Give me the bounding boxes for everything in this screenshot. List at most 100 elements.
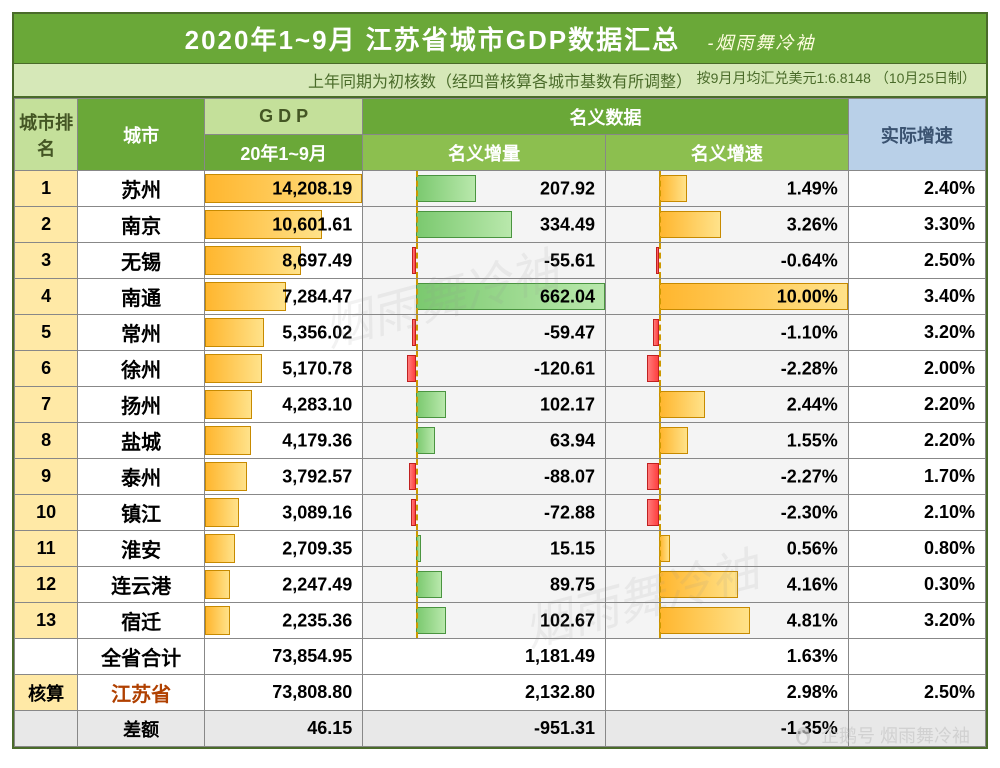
real-cell: 3.20% xyxy=(848,603,985,639)
rate-value: -0.64% xyxy=(781,250,838,271)
diff-inc: -951.31 xyxy=(363,711,606,747)
center-line xyxy=(416,243,418,278)
real-cell: 3.20% xyxy=(848,315,985,351)
rate-cell: -2.28% xyxy=(606,351,849,387)
rate-value: 2.44% xyxy=(787,394,838,415)
rank-cell: 11 xyxy=(15,531,78,567)
inc-bar-pos xyxy=(416,427,434,454)
prov-label: 江苏省 xyxy=(78,675,205,711)
inc-cell: -55.61 xyxy=(363,243,606,279)
gdp-cell: 10,601.61 xyxy=(204,207,362,243)
center-line xyxy=(416,315,418,350)
rate-bar-neg xyxy=(647,355,659,382)
inc-value: 662.04 xyxy=(540,286,595,307)
center-line xyxy=(416,603,418,638)
real-cell: 2.00% xyxy=(848,351,985,387)
rate-value: -2.27% xyxy=(781,466,838,487)
center-line xyxy=(659,531,661,566)
center-line xyxy=(416,459,418,494)
rate-value: 0.56% xyxy=(787,538,838,559)
center-line xyxy=(416,495,418,530)
inc-cell: 102.67 xyxy=(363,603,606,639)
city-cell: 苏州 xyxy=(78,171,205,207)
real-cell: 2.40% xyxy=(848,171,985,207)
hdr-real: 实际增速 xyxy=(848,99,985,171)
gdp-value: 2,247.49 xyxy=(282,574,352,595)
note-right: 按9月月均汇兑美元1:6.8148 （10月25日制） xyxy=(697,68,976,88)
footer-brand: 企鹅号 烟雨舞冷袖 xyxy=(791,722,970,748)
rate-cell: 10.00% xyxy=(606,279,849,315)
gdp-cell: 14,208.19 xyxy=(204,171,362,207)
center-line xyxy=(659,279,661,314)
rate-bar-pos xyxy=(659,571,737,598)
gdp-bar xyxy=(205,282,286,311)
rate-cell: 3.26% xyxy=(606,207,849,243)
city-cell: 泰州 xyxy=(78,459,205,495)
table-row: 2 南京 10,601.61 334.49 3.26% 3.30% xyxy=(15,207,986,243)
rank-cell: 2 xyxy=(15,207,78,243)
center-line xyxy=(416,351,418,386)
table-row: 12 连云港 2,247.49 89.75 4.16% 0.30% xyxy=(15,567,986,603)
gdp-bar xyxy=(205,570,230,599)
gdp-cell: 2,247.49 xyxy=(204,567,362,603)
center-line xyxy=(659,243,661,278)
rate-bar-neg xyxy=(647,463,659,490)
rate-cell: 4.16% xyxy=(606,567,849,603)
diff-gdp: 46.15 xyxy=(204,711,362,747)
real-cell: 1.70% xyxy=(848,459,985,495)
inc-cell: -72.88 xyxy=(363,495,606,531)
rank-cell: 12 xyxy=(15,567,78,603)
rate-value: 4.81% xyxy=(787,610,838,631)
rate-cell: 1.49% xyxy=(606,171,849,207)
inc-bar-pos xyxy=(416,391,445,418)
sum-gdp: 73,854.95 xyxy=(204,639,362,675)
center-line xyxy=(659,351,661,386)
inc-value: 207.92 xyxy=(540,178,595,199)
diff-label: 差额 xyxy=(78,711,205,747)
table-wrapper: 2020年1~9月 江苏省城市GDP数据汇总 -烟雨舞冷袖 上年同期为初核数（经… xyxy=(12,12,988,749)
prov-real: 2.50% xyxy=(848,675,985,711)
inc-value: 334.49 xyxy=(540,214,595,235)
rate-bar-pos xyxy=(659,391,705,418)
center-line xyxy=(416,531,418,566)
hdr-rank: 城市排名 xyxy=(15,99,78,171)
rank-cell: 7 xyxy=(15,387,78,423)
inc-cell: 63.94 xyxy=(363,423,606,459)
inc-cell: -88.07 xyxy=(363,459,606,495)
rank-cell: 8 xyxy=(15,423,78,459)
center-line xyxy=(659,495,661,530)
gdp-table: 城市排名 城市 G D P 名义数据 实际增速 20年1~9月 名义增量 名义增… xyxy=(14,98,986,747)
hdr-gdp: G D P xyxy=(204,99,362,135)
gdp-cell: 3,792.57 xyxy=(204,459,362,495)
rank-cell: 13 xyxy=(15,603,78,639)
gdp-value: 4,283.10 xyxy=(282,394,352,415)
footer-brand-text: 企鹅号 烟雨舞冷袖 xyxy=(821,722,970,748)
note-bar: 上年同期为初核数（经四普核算各城市基数有所调整） 按9月月均汇兑美元1:6.81… xyxy=(14,64,986,98)
prov-inc: 2,132.80 xyxy=(363,675,606,711)
author-label: -烟雨舞冷袖 xyxy=(707,33,815,53)
gdp-value: 5,170.78 xyxy=(282,358,352,379)
gdp-cell: 2,235.36 xyxy=(204,603,362,639)
gdp-cell: 3,089.16 xyxy=(204,495,362,531)
real-cell: 2.20% xyxy=(848,387,985,423)
rate-bar-pos xyxy=(659,607,750,634)
rate-value: -2.28% xyxy=(781,358,838,379)
inc-bar-neg xyxy=(407,355,417,382)
gdp-bar xyxy=(205,318,264,347)
gdp-cell: 4,283.10 xyxy=(204,387,362,423)
gdp-value: 3,089.16 xyxy=(282,502,352,523)
prov-row: 核算 江苏省 73,808.80 2,132.80 2.98% 2.50% xyxy=(15,675,986,711)
inc-cell: 207.92 xyxy=(363,171,606,207)
hdr-rate: 名义增速 xyxy=(606,135,849,171)
rate-cell: -1.10% xyxy=(606,315,849,351)
rank-cell: 1 xyxy=(15,171,78,207)
center-line xyxy=(659,387,661,422)
inc-value: 102.67 xyxy=(540,610,595,631)
city-cell: 常州 xyxy=(78,315,205,351)
center-line xyxy=(416,207,418,242)
table-row: 8 盐城 4,179.36 63.94 1.55% 2.20% xyxy=(15,423,986,459)
inc-bar-pos xyxy=(416,175,475,202)
real-cell: 0.30% xyxy=(848,567,985,603)
sum-label: 全省合计 xyxy=(78,639,205,675)
gdp-bar xyxy=(205,462,247,491)
